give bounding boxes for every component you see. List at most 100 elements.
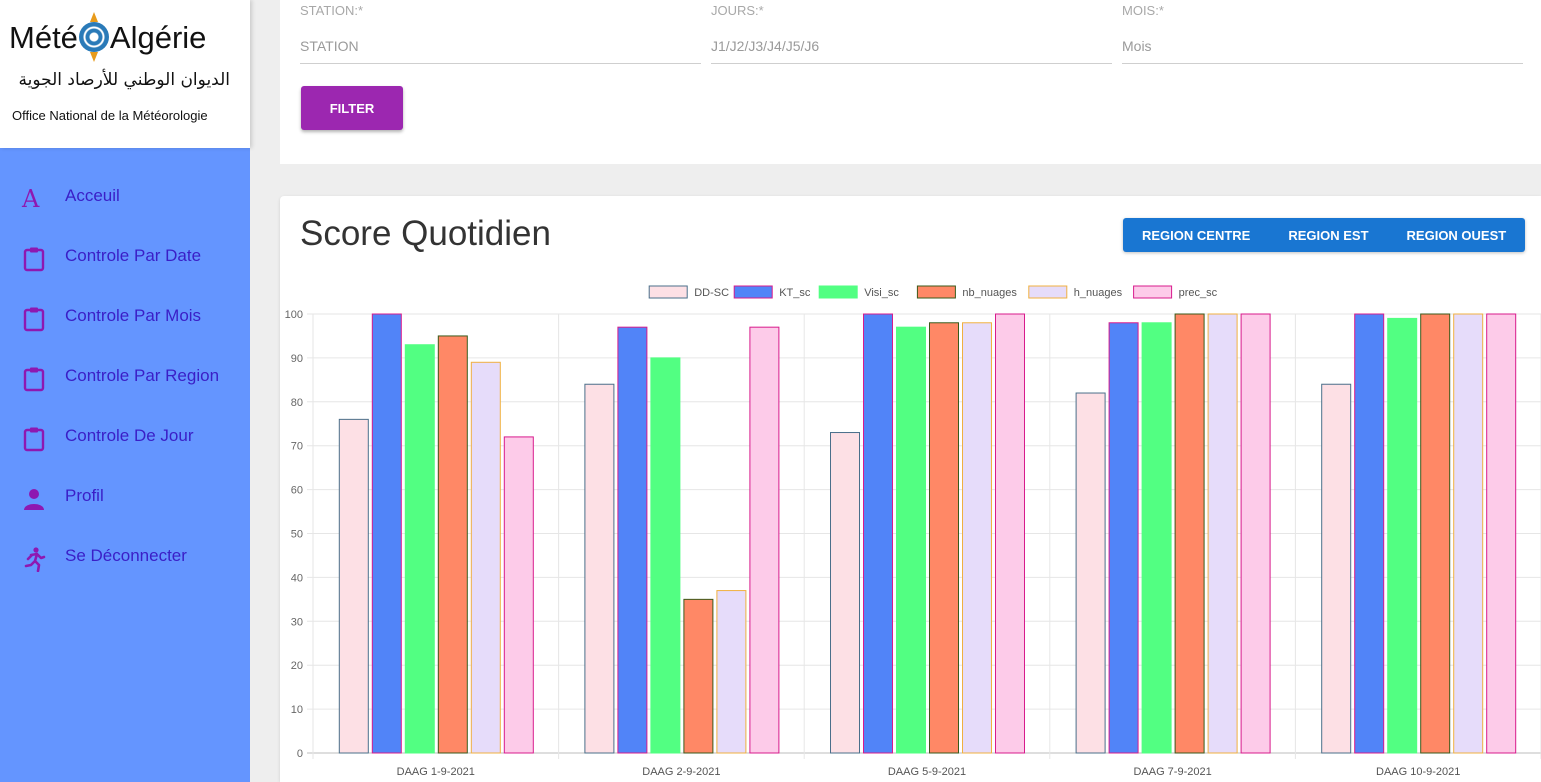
chart-bar	[1207, 313, 1238, 754]
region-button-group: REGION CENTRE REGION EST REGION OUEST	[1123, 218, 1526, 252]
clipboard-icon	[22, 426, 46, 452]
sidebar-item-label: Controle Par Mois	[65, 306, 202, 325]
logo-subtitle: Office National de la Météorologie	[12, 108, 208, 123]
logo-title: Mété Algérie	[9, 12, 206, 62]
chart-bar	[683, 598, 714, 754]
chart-bar	[617, 326, 648, 754]
chart-bar	[896, 326, 926, 754]
chart-bar	[470, 361, 501, 754]
x-tick-label: DAAG 7-9-2021	[1133, 766, 1211, 778]
jours-field: JOURS:*	[711, 0, 1112, 64]
person-icon	[22, 486, 46, 512]
page-title: Score Quotidien	[300, 214, 551, 253]
sidebar-item-label: Controle Par Region	[65, 366, 220, 385]
chart-bar	[929, 322, 959, 754]
y-tick-label: 50	[291, 529, 303, 541]
chart-bar	[1486, 313, 1517, 754]
mois-field: MOIS:*	[1122, 0, 1523, 64]
sidebar-item-label: Profil	[65, 486, 104, 505]
x-tick-label: DAAG 2-9-2021	[642, 766, 720, 778]
legend-label: h_nuages	[1074, 287, 1123, 299]
chart-bar	[1354, 313, 1385, 754]
score-chart: 0 10 20 30 40 50 60 70 80 90 100 DAAG 1-9-2021 DAAG …	[285, 285, 1541, 778]
logo-arabic-name: الديوان الوطني للأرصاد الجوية	[18, 70, 231, 90]
y-tick-label: 10	[291, 704, 303, 716]
sidebar-item-label: Acceuil	[65, 186, 120, 205]
legend-label: nb_nuages	[962, 287, 1017, 299]
chart-bar	[1108, 322, 1139, 754]
sidebar-item-acceuil[interactable]: A Acceuil	[0, 178, 250, 218]
legend-swatch	[818, 285, 858, 299]
sidebar-item-controle-par-mois[interactable]: Controle Par Mois	[0, 298, 250, 338]
y-tick-label: 100	[285, 309, 303, 321]
clipboard-icon	[22, 306, 46, 332]
y-tick-label: 90	[291, 353, 303, 365]
chart-bar	[995, 313, 1025, 754]
chart-bar	[830, 432, 860, 754]
legend-swatch	[1133, 285, 1173, 299]
chart-bar	[503, 436, 534, 754]
sidebar-item-profil[interactable]: Profil	[0, 478, 250, 518]
sidebar-item-controle-par-region[interactable]: Controle Par Region	[0, 358, 250, 398]
sidebar: Mété Algérie الديوان الوطني للأرصاد الجوي…	[0, 0, 250, 782]
jours-label: JOURS:*	[711, 3, 764, 18]
chart-bar	[1174, 313, 1205, 754]
chart-bar	[716, 590, 747, 754]
legend-swatch	[733, 285, 773, 299]
sidebar-item-label: Se Déconnecter	[65, 546, 187, 565]
chart-bar	[404, 344, 435, 754]
clipboard-icon	[22, 366, 46, 392]
clipboard-icon	[22, 246, 46, 272]
x-tick-label: DAAG 10-9-2021	[1376, 766, 1460, 778]
filter-button[interactable]: FILTER	[301, 86, 403, 130]
legend-label: Visi_sc	[864, 287, 899, 299]
mois-label: MOIS:*	[1122, 3, 1164, 18]
logo[interactable]: Mété Algérie الديوان الوطني للأرصاد الجوي…	[0, 0, 250, 148]
chart-bar	[863, 313, 893, 754]
legend-swatch	[648, 285, 688, 299]
y-tick-label: 0	[297, 748, 303, 760]
chart-bar	[1240, 313, 1271, 754]
running-person-icon	[22, 546, 46, 573]
y-tick-label: 40	[291, 572, 303, 584]
sidebar-item-controle-par-date[interactable]: Controle Par Date	[0, 238, 250, 278]
filter-panel: STATION:* JOURS:* MOIS:* FILTER	[280, 0, 1541, 164]
chart-bar	[650, 357, 681, 754]
chart-bar	[338, 418, 369, 754]
y-tick-label: 30	[291, 616, 303, 628]
station-input[interactable]	[300, 38, 701, 54]
legend-label: DD-SC	[694, 287, 729, 299]
sidebar-item-label: Controle De Jour	[65, 426, 194, 445]
sidebar-item-controle-de-jour[interactable]: Controle De Jour	[0, 418, 250, 458]
chart-bar	[1420, 313, 1451, 754]
score-panel: 0 10 20 30 40 50 60 70 80 90 100 DAAG 1-9-2021 DAAG …	[280, 196, 1541, 782]
chart-bar	[437, 335, 468, 754]
legend-label: prec_sc	[1179, 287, 1218, 299]
chart-bar	[371, 313, 402, 754]
chart-bar	[1321, 383, 1352, 754]
chart-bar	[1387, 317, 1418, 754]
letter-a-icon: A	[22, 185, 40, 213]
y-tick-label: 70	[291, 441, 303, 453]
mois-input[interactable]	[1122, 38, 1523, 54]
y-tick-label: 80	[291, 397, 303, 409]
region-ouest-button[interactable]: REGION OUEST	[1388, 218, 1526, 252]
legend-swatch	[916, 285, 956, 299]
chart-bar	[1141, 322, 1172, 754]
logo-globe-icon	[78, 12, 109, 62]
region-centre-button[interactable]: REGION CENTRE	[1123, 218, 1269, 252]
chart-bar	[1453, 313, 1484, 754]
chart-bar	[962, 322, 992, 754]
legend-swatch	[1028, 285, 1068, 299]
x-tick-label: DAAG 5-9-2021	[888, 766, 966, 778]
logo-title-left: Mété	[9, 20, 78, 55]
sidebar-item-label: Controle Par Date	[65, 246, 202, 265]
jours-input[interactable]	[711, 38, 1112, 54]
x-tick-label: DAAG 1-9-2021	[397, 766, 475, 778]
station-label: STATION:*	[300, 3, 364, 18]
station-field: STATION:*	[300, 0, 701, 64]
chart-bar	[1075, 392, 1106, 754]
y-tick-label: 20	[291, 660, 303, 672]
sidebar-item-se-deconnecter[interactable]: Se Déconnecter	[0, 538, 250, 578]
region-est-button[interactable]: REGION EST	[1269, 218, 1387, 252]
